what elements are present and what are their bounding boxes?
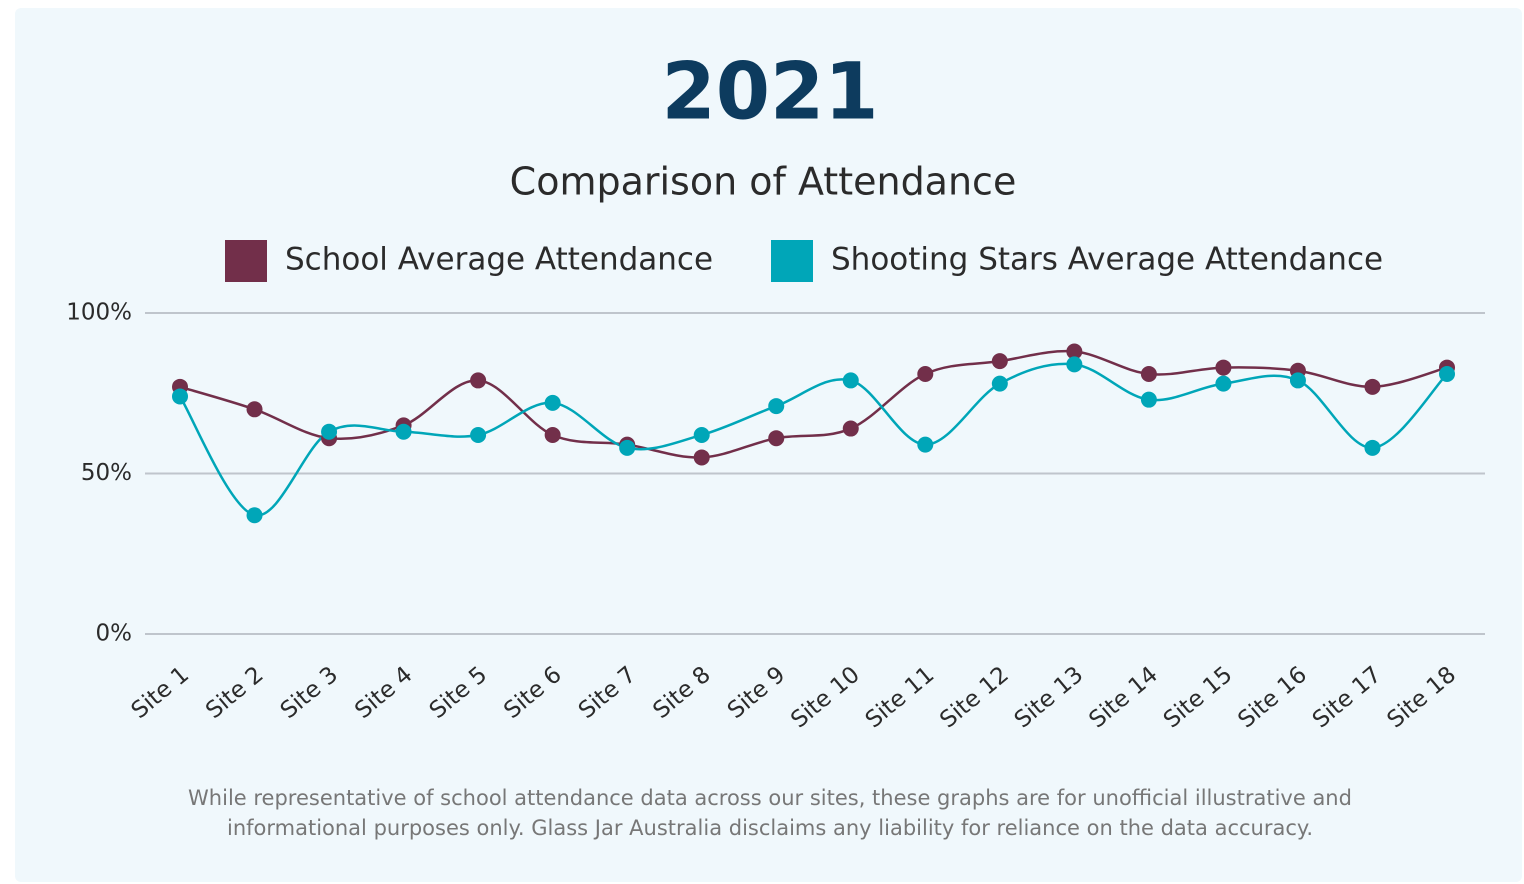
data-point — [470, 372, 487, 389]
data-point — [619, 439, 636, 456]
data-point — [1140, 365, 1157, 382]
data-point — [842, 420, 859, 437]
data-point — [1439, 365, 1455, 382]
y-tick-label: 50% — [81, 460, 132, 486]
chart-subtitle: Comparison of Attendance — [510, 160, 1017, 204]
data-point — [395, 423, 412, 440]
footnote: informational purposes only. Glass Jar A… — [227, 816, 1313, 840]
data-point — [917, 436, 934, 453]
legend-label: School Average Attendance — [285, 242, 713, 278]
data-point — [693, 449, 710, 466]
y-tick-label: 0% — [96, 621, 133, 647]
data-point — [1215, 375, 1232, 392]
data-point — [917, 365, 934, 382]
data-point — [246, 401, 263, 418]
data-point — [991, 353, 1008, 370]
data-point — [1140, 391, 1157, 408]
data-point — [1066, 356, 1083, 373]
data-point — [246, 507, 263, 524]
data-point — [544, 426, 561, 443]
data-point — [1289, 372, 1306, 389]
card — [15, 8, 1522, 882]
legend-swatch — [225, 240, 267, 282]
data-point — [991, 375, 1008, 392]
chart-title: 2021 — [661, 47, 878, 137]
data-point — [693, 426, 710, 443]
data-point — [768, 398, 785, 415]
data-point — [1364, 378, 1381, 395]
legend-label: Shooting Stars Average Attendance — [831, 242, 1383, 278]
data-point — [172, 388, 188, 405]
data-point — [1066, 343, 1083, 360]
data-point — [768, 430, 785, 447]
data-point — [544, 394, 561, 411]
footnote: While representative of school attendanc… — [188, 786, 1352, 810]
series-line — [178, 362, 1448, 517]
data-point — [321, 423, 338, 440]
data-point — [842, 372, 859, 389]
data-point — [470, 426, 487, 443]
data-point — [1364, 439, 1381, 456]
legend-swatch — [771, 240, 813, 282]
data-point — [1215, 359, 1232, 376]
y-tick-label: 100% — [66, 300, 132, 326]
